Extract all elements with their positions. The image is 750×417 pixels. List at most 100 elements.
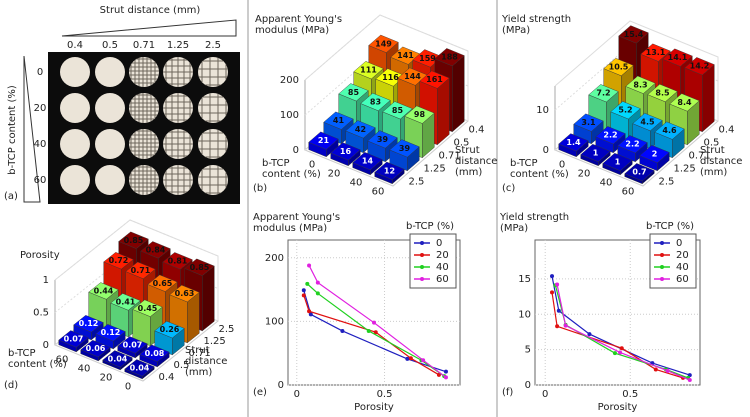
panel-label: (b) bbox=[253, 183, 267, 194]
value-label: 0.71 bbox=[131, 266, 151, 275]
bar bbox=[169, 284, 200, 344]
scaffold-photo bbox=[129, 93, 159, 123]
scaffold-photo bbox=[163, 129, 193, 159]
panel-label: (e) bbox=[253, 387, 267, 398]
bar-top bbox=[618, 25, 649, 44]
bar bbox=[352, 152, 383, 176]
bar-top bbox=[140, 241, 171, 259]
value-label: 16 bbox=[340, 147, 352, 156]
y-tick-label: 2.5 bbox=[659, 177, 675, 188]
bar-top bbox=[580, 143, 611, 163]
legend-title: b-TCP (%) bbox=[646, 221, 694, 232]
data-point bbox=[618, 350, 623, 355]
value-label: 2.2 bbox=[603, 131, 617, 140]
row-title: b-TCP content (%) bbox=[7, 85, 18, 175]
data-point bbox=[301, 288, 306, 293]
value-label: 149 bbox=[375, 39, 392, 48]
bar bbox=[124, 359, 155, 380]
bar-top bbox=[374, 161, 405, 180]
bar-top bbox=[588, 84, 619, 103]
bar bbox=[73, 315, 104, 341]
data-point bbox=[405, 356, 410, 361]
bar-top bbox=[323, 111, 354, 130]
data-point bbox=[301, 293, 306, 298]
data-point bbox=[315, 291, 320, 296]
y-tick-label: 0 bbox=[278, 380, 284, 391]
data-point bbox=[556, 308, 561, 313]
grid-line bbox=[54, 219, 219, 281]
value-label: 8.5 bbox=[655, 89, 670, 98]
value-label: 10.5 bbox=[609, 63, 629, 72]
value-label: 0.12 bbox=[79, 319, 99, 328]
legend-marker bbox=[660, 277, 664, 281]
value-label: 42 bbox=[355, 125, 366, 134]
column-label: 2.5 bbox=[205, 40, 221, 51]
grid-line bbox=[304, 14, 469, 81]
grid-line bbox=[554, 44, 719, 111]
bar-top bbox=[110, 293, 141, 311]
value-label: 116 bbox=[382, 73, 399, 82]
bar-top bbox=[169, 284, 200, 303]
y-tick-label: 5 bbox=[525, 345, 531, 356]
bar bbox=[389, 139, 420, 172]
legend-title: b-TCP (%) bbox=[406, 221, 454, 232]
bar bbox=[617, 135, 648, 163]
y-tick-label: 0.4 bbox=[159, 372, 175, 383]
value-label: 85 bbox=[392, 106, 404, 115]
bar-top bbox=[162, 252, 193, 270]
scaffold-photo bbox=[95, 93, 125, 123]
bar-top bbox=[647, 83, 678, 103]
chart-title: Yield strength (MPa) bbox=[502, 14, 572, 36]
x-tick-label: 0 bbox=[294, 389, 300, 400]
scaffold-photo bbox=[60, 129, 90, 159]
data-point bbox=[665, 368, 670, 373]
x-tick-label: 40 bbox=[600, 178, 613, 189]
value-label: 159 bbox=[419, 54, 436, 63]
legend-box bbox=[649, 233, 697, 289]
value-label: 0.85 bbox=[124, 236, 144, 245]
bar-side bbox=[702, 64, 715, 133]
y-tick-label: 0.71 bbox=[689, 151, 711, 162]
z-tick-label: 0 bbox=[43, 340, 49, 351]
column-label: 0.71 bbox=[133, 40, 155, 51]
x-tick-label: 40 bbox=[78, 364, 91, 375]
data-point bbox=[315, 280, 320, 285]
y-tick-label: 10 bbox=[518, 309, 531, 320]
value-label: 0.7 bbox=[632, 168, 646, 177]
y-tick-label: 0.71 bbox=[439, 151, 461, 162]
grid-line bbox=[304, 49, 469, 116]
legend-marker bbox=[420, 277, 424, 281]
legend-label: 60 bbox=[676, 274, 689, 285]
bar-top bbox=[624, 163, 655, 182]
y-axis-title: Strut distance (mm) bbox=[185, 345, 228, 378]
bar-top bbox=[139, 344, 170, 362]
value-label: 0.06 bbox=[86, 344, 106, 353]
x-tick-label: 40 bbox=[350, 178, 363, 189]
scaffold-disc bbox=[198, 57, 228, 87]
legend-label: 20 bbox=[676, 250, 689, 261]
data-point bbox=[653, 367, 658, 372]
bar-top bbox=[345, 120, 376, 139]
data-point bbox=[307, 309, 312, 314]
z-tick-label: 100 bbox=[280, 110, 299, 121]
y-tick-label: 200 bbox=[265, 253, 284, 264]
bar-top bbox=[632, 112, 663, 132]
value-label: 21 bbox=[318, 136, 330, 145]
data-point bbox=[340, 328, 345, 333]
data-point bbox=[443, 375, 448, 380]
bar bbox=[95, 324, 126, 350]
bar-top bbox=[610, 101, 641, 120]
bar-side bbox=[437, 77, 450, 146]
scaffold-disc bbox=[95, 93, 125, 123]
x-axis-title: b-TCP content (%) bbox=[262, 158, 321, 180]
x-tick-label: 0 bbox=[542, 389, 548, 400]
value-label: 0.81 bbox=[168, 256, 188, 265]
data-point bbox=[366, 328, 371, 333]
bar-top bbox=[654, 121, 685, 140]
strut-wedge bbox=[61, 19, 237, 37]
bar-top bbox=[669, 93, 700, 112]
bar-top bbox=[103, 252, 134, 270]
scaffold-photo bbox=[198, 165, 228, 195]
bar-top bbox=[617, 135, 648, 154]
data-point bbox=[307, 263, 312, 268]
